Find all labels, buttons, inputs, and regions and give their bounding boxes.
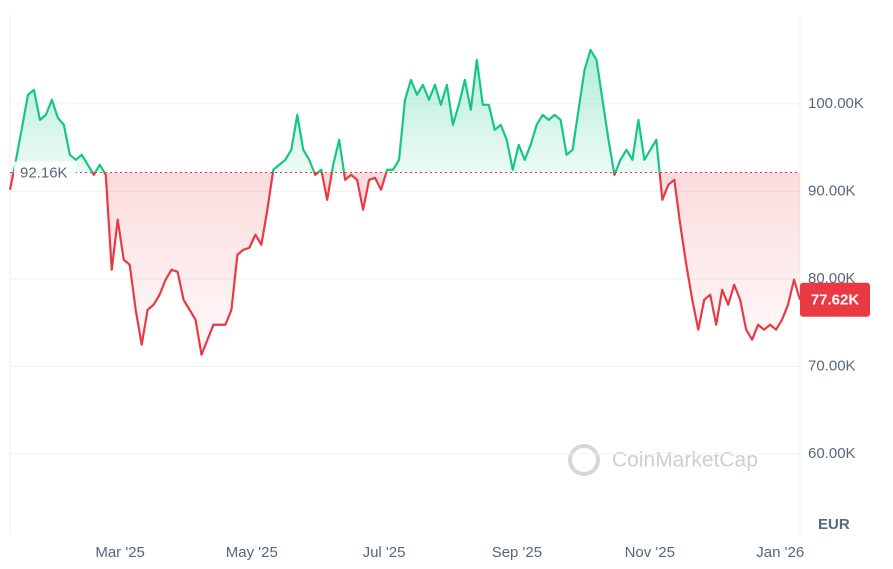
x-tick-label: Jan '26: [756, 544, 804, 561]
baseline-label-bg: [14, 161, 76, 184]
area-fill: [10, 49, 800, 355]
y-tick-label: 100.00K: [808, 95, 864, 112]
y-tick-label: 70.00K: [808, 357, 856, 374]
watermark-logo: [568, 444, 600, 476]
y-tick-label: 80.00K: [808, 270, 856, 287]
watermark: CoinMarketCap: [568, 444, 758, 476]
price-line: [8, 48, 802, 356]
x-tick-label: Mar '25: [95, 544, 145, 561]
x-tick-label: Sep '25: [492, 544, 542, 561]
watermark-text: CoinMarketCap: [612, 449, 758, 472]
baseline-label: 92.16K: [20, 164, 68, 181]
last-price-label: 77.62K: [811, 292, 860, 309]
last-price-tag: [800, 282, 870, 317]
x-tick-label: Nov '25: [625, 544, 675, 561]
y-tick-label: 90.00K: [808, 182, 856, 199]
x-tick-label: Jul '25: [363, 544, 406, 561]
y-tick-label: 60.00K: [808, 445, 856, 462]
currency-label: EUR: [818, 516, 850, 533]
x-tick-label: May '25: [226, 544, 278, 561]
